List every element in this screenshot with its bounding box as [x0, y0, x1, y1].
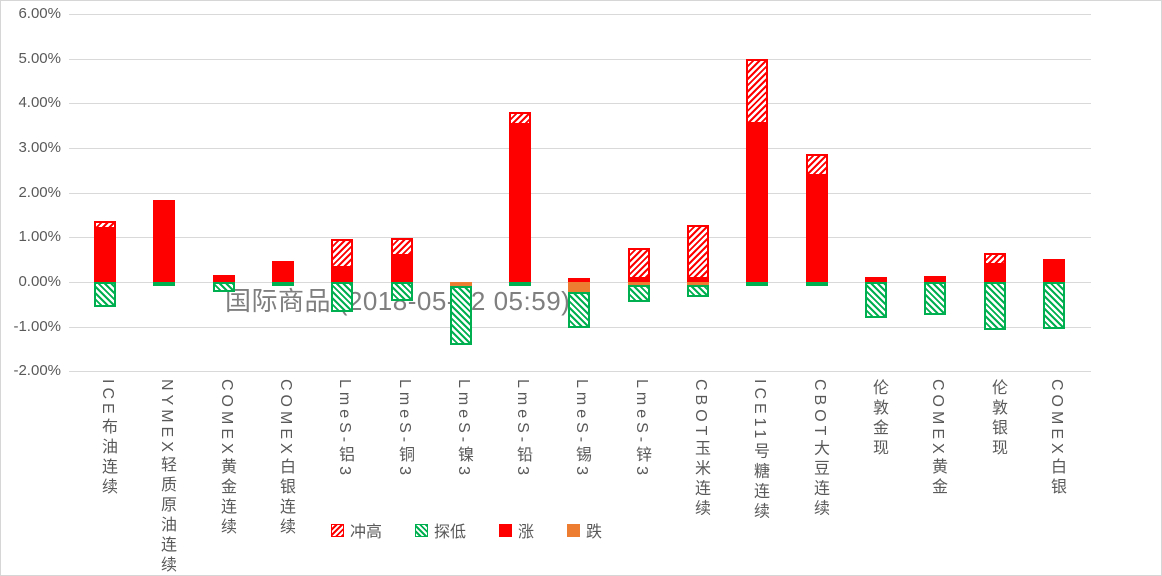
legend-item: 冲高 — [331, 518, 382, 542]
bar-segment-dip — [450, 286, 472, 345]
y-axis-tick-label: 0.00% — [18, 273, 61, 291]
legend-item: 跌 — [567, 518, 602, 542]
bar-segment-surge — [806, 154, 828, 177]
y-axis-tick-label: 5.00% — [18, 49, 61, 67]
x-axis-label: NYMEX轻质原油连续 — [158, 379, 175, 576]
bar-segment-surge — [391, 237, 413, 257]
bar-segment-rise — [746, 124, 768, 282]
bar-segment-rise — [213, 274, 235, 282]
bar-segment-surge — [628, 248, 650, 280]
bar-segment-rise — [1043, 259, 1065, 282]
bar-segment-surge — [94, 220, 116, 229]
bar-segment-fall — [628, 282, 650, 286]
bar-segment-rise — [272, 261, 294, 282]
bar-segment-rise — [331, 268, 353, 282]
bar-segment-dip — [924, 282, 946, 316]
gridline — [69, 103, 1091, 105]
x-axis-label: COMEX白银 — [1048, 379, 1065, 498]
legend-swatch-solid-orange — [567, 523, 581, 537]
gridline — [69, 237, 1091, 239]
x-axis-label: COMEX黄金连续 — [218, 379, 235, 538]
y-axis-tick-label: 2.00% — [18, 183, 61, 201]
legend-swatch-hatched-green — [415, 523, 429, 537]
x-axis-label: COMEX白银连续 — [277, 379, 294, 538]
y-axis-tick-label: 1.00% — [18, 228, 61, 246]
x-axis-label: COMEX黄金 — [929, 379, 946, 498]
bar-segment-dip — [984, 282, 1006, 330]
bar-segment-surge — [687, 225, 709, 280]
legend-item: 涨 — [499, 518, 534, 542]
bar-segment-rise — [806, 176, 828, 282]
bar-segment-surge — [509, 112, 531, 125]
x-axis-label: LmeS-锡3 — [573, 379, 590, 480]
bar-segment-dip — [806, 282, 828, 286]
gridline — [69, 148, 1091, 149]
gridline — [69, 58, 1091, 60]
x-axis-label: ICE布油连续 — [99, 379, 116, 498]
x-axis-label: LmeS-镍3 — [455, 379, 472, 480]
bar-segment-dip — [94, 282, 116, 307]
x-axis-label: ICE11号糖连续 — [751, 379, 768, 523]
x-axis-label: LmeS-铝3 — [336, 379, 353, 480]
bar-segment-dip — [213, 282, 235, 292]
bar-segment-rise — [153, 199, 175, 282]
bar-segment-rise — [628, 279, 650, 282]
legend-label: 涨 — [518, 524, 535, 541]
legend: 冲高 探低 涨 跌 — [331, 518, 602, 542]
legend-label: 跌 — [586, 524, 603, 541]
bar-segment-dip — [509, 282, 531, 286]
x-axis-label: CBOT玉米连续 — [692, 379, 709, 520]
bar-segment-surge — [984, 252, 1006, 265]
legend-item: 探低 — [415, 518, 466, 542]
bar-segment-fall — [687, 282, 709, 286]
x-axis-label: LmeS-铜3 — [396, 379, 413, 480]
bar-segment-dip — [865, 282, 887, 319]
bar-segment-dip — [628, 285, 650, 302]
gridline — [69, 192, 1091, 194]
bar-segment-dip — [746, 282, 768, 286]
bar-segment-rise — [924, 275, 946, 282]
bar-segment-rise — [687, 279, 709, 282]
gridline — [69, 371, 1091, 373]
bar-segment-fall — [450, 282, 472, 287]
x-axis-label: LmeS-铅3 — [514, 379, 531, 480]
bar-segment-dip — [687, 285, 709, 298]
bar-segment-rise — [509, 124, 531, 282]
gridline — [69, 14, 1091, 15]
y-axis-tick-label: -1.00% — [13, 317, 61, 335]
legend-swatch-solid-red — [499, 523, 513, 537]
bar-segment-dip — [1043, 282, 1065, 330]
y-axis-tick-label: -2.00% — [13, 362, 61, 380]
bar-segment-rise — [391, 256, 413, 282]
bar-segment-dip — [391, 282, 413, 301]
bar-segment-rise — [984, 264, 1006, 282]
bar-segment-rise — [568, 277, 590, 282]
bar-segment-fall — [568, 282, 590, 292]
y-axis-tick-label: 3.00% — [18, 139, 61, 156]
bar-segment-surge — [331, 239, 353, 269]
bar-segment-surge — [746, 59, 768, 125]
x-axis-label: 伦敦银现 — [989, 379, 1006, 459]
bar-segment-rise — [94, 228, 116, 282]
bar-segment-dip — [331, 282, 353, 313]
y-axis-tick-label: 6.00% — [18, 5, 61, 22]
x-axis-label: LmeS-锌3 — [633, 379, 650, 480]
x-axis-label: 伦敦金现 — [870, 379, 887, 459]
bar-segment-dip — [272, 282, 294, 286]
bar-segment-rise — [865, 277, 887, 282]
x-axis-label: CBOT大豆连续 — [811, 379, 828, 520]
legend-swatch-hatched-red — [331, 523, 344, 537]
bar-segment-dip — [153, 282, 175, 286]
y-axis-tick-label: 4.00% — [18, 94, 61, 112]
legend-label: 探低 — [434, 524, 467, 541]
bar-segment-dip — [568, 291, 590, 328]
legend-label: 冲高 — [350, 524, 383, 541]
